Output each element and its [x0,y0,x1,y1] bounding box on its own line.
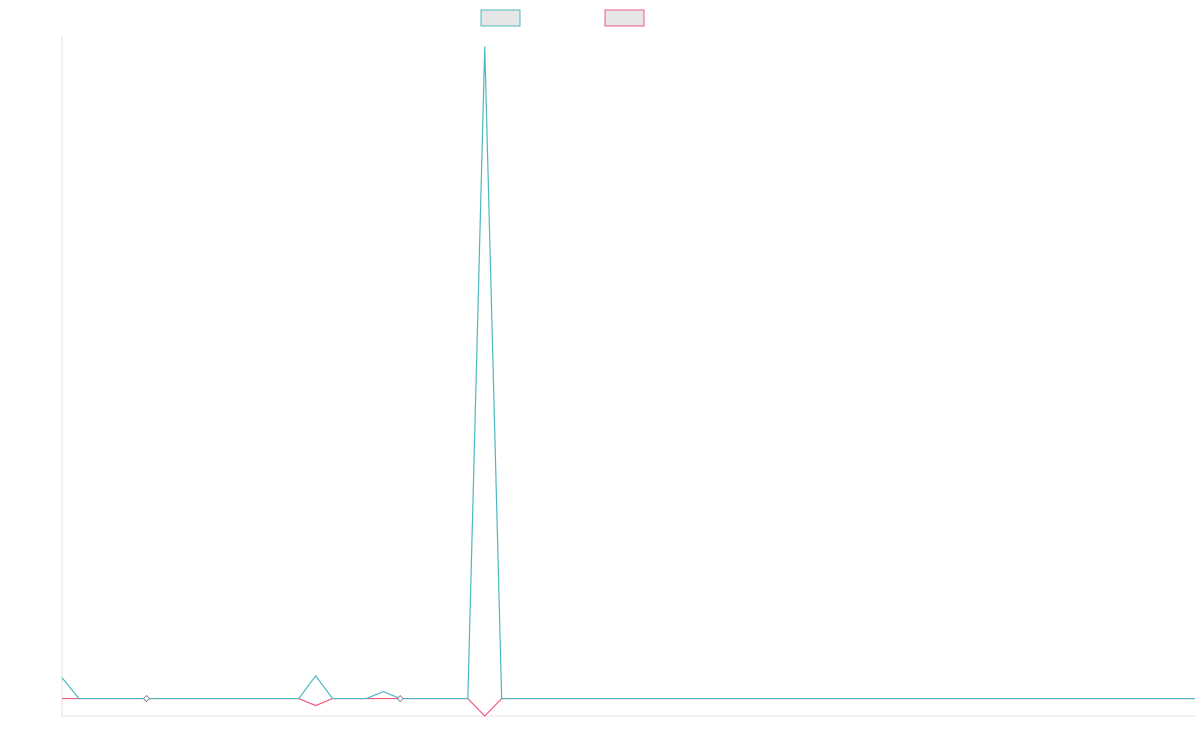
data-point-marker-1[interactable] [142,694,151,703]
legend [480,9,645,27]
series-line-2 [62,697,1195,717]
plot-area [61,46,1195,717]
series-line-1 [61,46,1195,700]
chart-axes [61,36,1195,717]
marker-layer [142,694,404,703]
legend-swatch-series-2[interactable] [604,9,645,27]
data-point-marker-2[interactable] [396,694,404,703]
legend-swatch-series-1[interactable] [480,9,521,27]
